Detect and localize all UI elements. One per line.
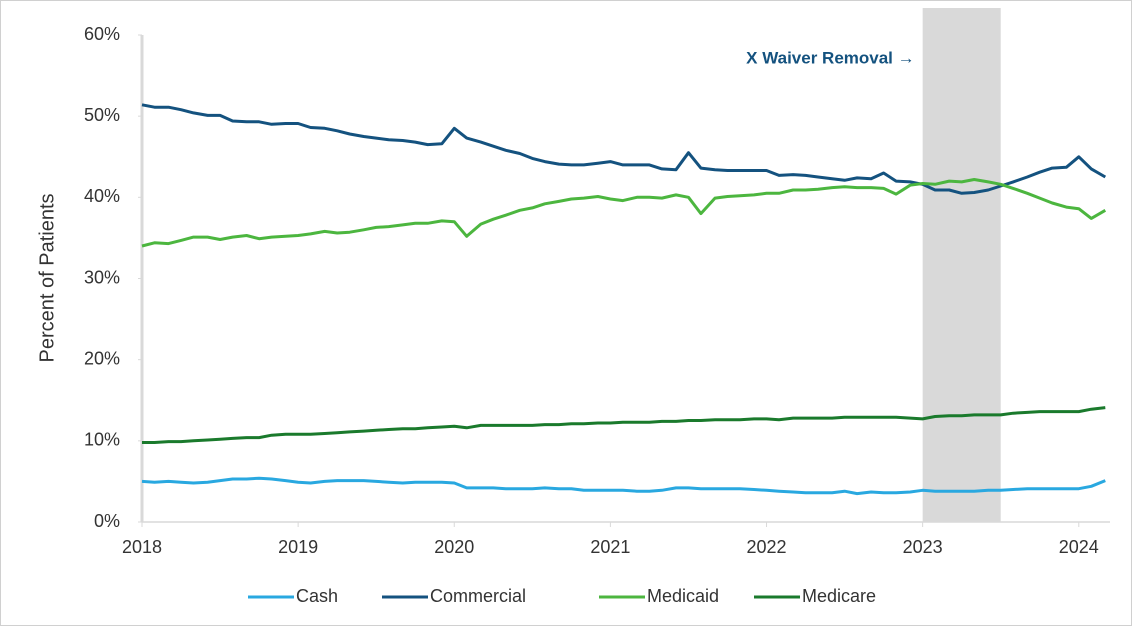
shaded-region	[922, 8, 1001, 522]
y-tick-label: 20%	[84, 348, 120, 368]
x-tick-label: 2021	[590, 537, 630, 557]
y-axis-label: Percent of Patients	[36, 194, 58, 363]
series-line	[141, 476, 1106, 496]
x-tick-label: 2022	[746, 537, 786, 557]
annotation: X Waiver Removal →	[746, 48, 915, 67]
x-tick-label: 2019	[278, 537, 318, 557]
y-tick-label: 60%	[84, 24, 120, 44]
y-tick-label: 40%	[84, 186, 120, 206]
x-tick-label: 2018	[122, 537, 162, 557]
y-tick-label: 0%	[94, 511, 120, 531]
legend-label: Medicaid	[647, 586, 719, 606]
y-tick-label: 50%	[84, 105, 120, 125]
x-tick-label: 2024	[1059, 537, 1099, 557]
x-tick-label: 2023	[903, 537, 943, 557]
series-line	[141, 103, 1107, 195]
y-tick-label: 30%	[84, 267, 120, 287]
x-tick-label: 2020	[434, 537, 474, 557]
y-tick-label: 10%	[84, 430, 120, 450]
legend-label: Commercial	[430, 586, 526, 606]
series-line	[141, 178, 1107, 248]
legend-label: Medicare	[802, 586, 876, 606]
series-line	[142, 406, 1106, 444]
legend-label: Cash	[296, 586, 338, 606]
